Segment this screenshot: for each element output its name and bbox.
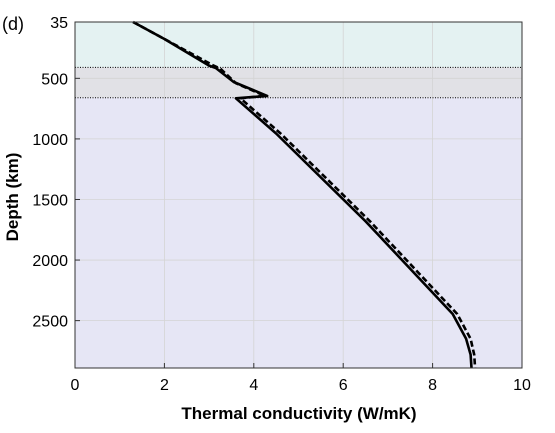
- y-tick-label: 1000: [32, 132, 68, 149]
- y-tick-label: 35: [50, 15, 68, 32]
- conductivity-series: [132, 20, 477, 369]
- x-axis-label: Thermal conductivity (W/mK): [181, 404, 416, 423]
- x-tick-label: 10: [513, 377, 531, 394]
- x-tick-label: 0: [71, 377, 80, 394]
- y-tick-label: 2500: [32, 314, 68, 331]
- y-axis-ticks: 35 500 1000 1500 2000 2500: [32, 15, 80, 331]
- layer-band-1: [75, 67, 522, 98]
- x-tick-label: 2: [160, 377, 169, 394]
- y-tick-label: 1500: [32, 192, 68, 209]
- y-tick-label: 2000: [32, 253, 68, 270]
- x-axis-ticks: 0 2 4 6 8 10: [71, 363, 531, 394]
- mantle-layer-bands: [75, 22, 522, 369]
- plot-frame: [74, 21, 523, 369]
- layer-band-0: [75, 22, 522, 68]
- layer-boundary-lines: [75, 66, 522, 99]
- x-tick-label: 8: [428, 377, 437, 394]
- panel-label: (d): [2, 14, 24, 34]
- y-axis-label: Depth (km): [3, 153, 22, 242]
- x-tick-label: 6: [339, 377, 348, 394]
- y-tick-label: 500: [41, 71, 68, 88]
- layer-band-2: [75, 97, 522, 369]
- series-line-solid: [132, 20, 473, 369]
- x-tick-label: 4: [249, 377, 258, 394]
- series-line-dashed: [132, 20, 477, 369]
